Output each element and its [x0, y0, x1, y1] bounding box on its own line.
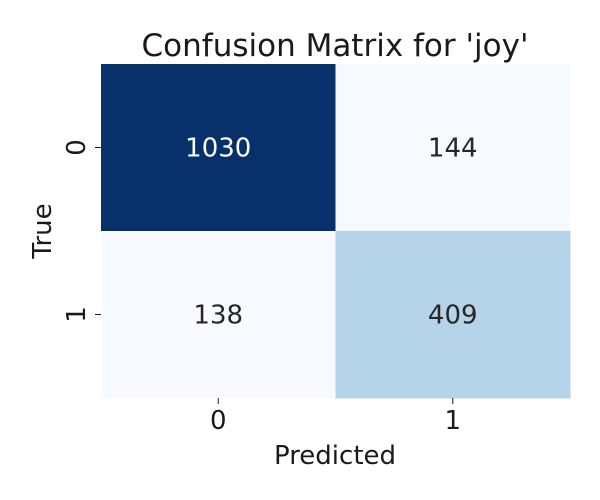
cell-value-0-1: 144	[428, 134, 478, 164]
cell-value-1-0: 138	[193, 301, 243, 331]
heatmap-cells: 1030 144 138 409	[101, 64, 571, 399]
y-axis-label: True	[28, 203, 58, 259]
cell-value-1-1: 409	[428, 301, 478, 331]
x-tick-label-0: 0	[210, 406, 227, 436]
heatmap-cell-1-0	[101, 231, 336, 399]
x-axis-label: Predicted	[274, 441, 396, 471]
y-tick-label-0: 0	[62, 139, 92, 156]
heatmap-cell-0-1	[335, 64, 571, 232]
heatmap-cell-0-0	[101, 64, 336, 232]
y-tick-label-1: 1	[62, 306, 92, 323]
axis-ticks: 0 1 0 1	[62, 139, 461, 436]
heatmap-cell-1-1	[335, 231, 571, 399]
x-tick-label-1: 1	[444, 406, 461, 436]
cell-value-0-0: 1030	[185, 134, 251, 164]
chart-title: Confusion Matrix for 'joy'	[142, 28, 529, 64]
